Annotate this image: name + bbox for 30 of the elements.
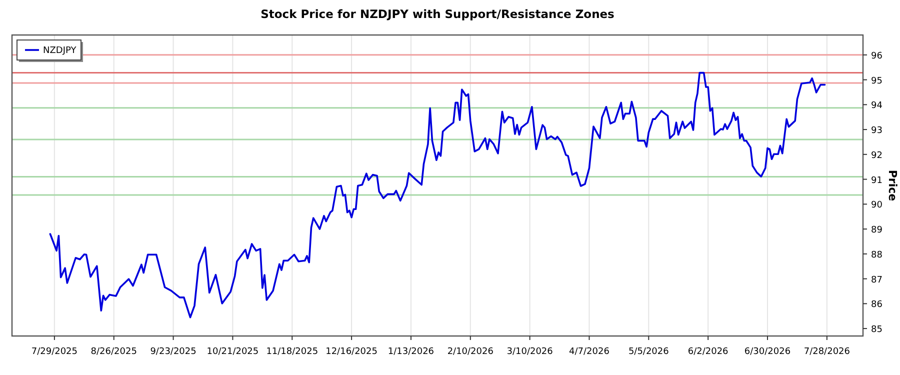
x-tick-label: 3/10/2026: [506, 347, 554, 357]
y-tick-label: 85: [871, 325, 882, 336]
x-tick-label: 8/26/2025: [90, 347, 137, 357]
y-tick-label: 94: [871, 101, 883, 112]
y-tick-label: 89: [871, 226, 883, 236]
x-tick-label: 10/21/2025: [206, 347, 259, 357]
y-tick-label: 86: [871, 300, 883, 310]
x-tick-label: 7/29/2025: [31, 347, 78, 357]
x-tick-label: 11/18/2025: [266, 347, 318, 357]
x-tick-label: 4/7/2026: [569, 347, 610, 357]
x-tick-label: 1/13/2026: [388, 347, 434, 357]
x-tick-label: 6/30/2026: [744, 347, 791, 357]
x-tick-label: 5/5/2026: [628, 347, 670, 357]
y-tick-label: 87: [871, 275, 882, 286]
y-tick-label: 92: [871, 150, 882, 161]
y-tick-label: 91: [871, 176, 882, 186]
y-tick-label: 88: [871, 250, 883, 260]
x-tick-label: 6/2/2026: [688, 347, 729, 357]
legend-label: NZDJPY: [43, 46, 77, 56]
y-tick-label: 93: [871, 126, 882, 136]
line-series: [49, 72, 826, 318]
x-tick-label: 9/23/2025: [150, 347, 196, 357]
y-axis-title: Price: [886, 170, 899, 202]
x-tick-label: 12/16/2025: [326, 347, 378, 357]
x-tick-label: 7/28/2026: [804, 347, 850, 357]
y-tick-label: 90: [871, 200, 883, 211]
x-tick-label: 2/10/2026: [447, 347, 494, 357]
y-tick-label: 96: [871, 51, 883, 62]
chart-title: Stock Price for NZDJPY with Support/Resistance Zones: [260, 7, 615, 21]
y-tick-label: 95: [871, 76, 882, 86]
